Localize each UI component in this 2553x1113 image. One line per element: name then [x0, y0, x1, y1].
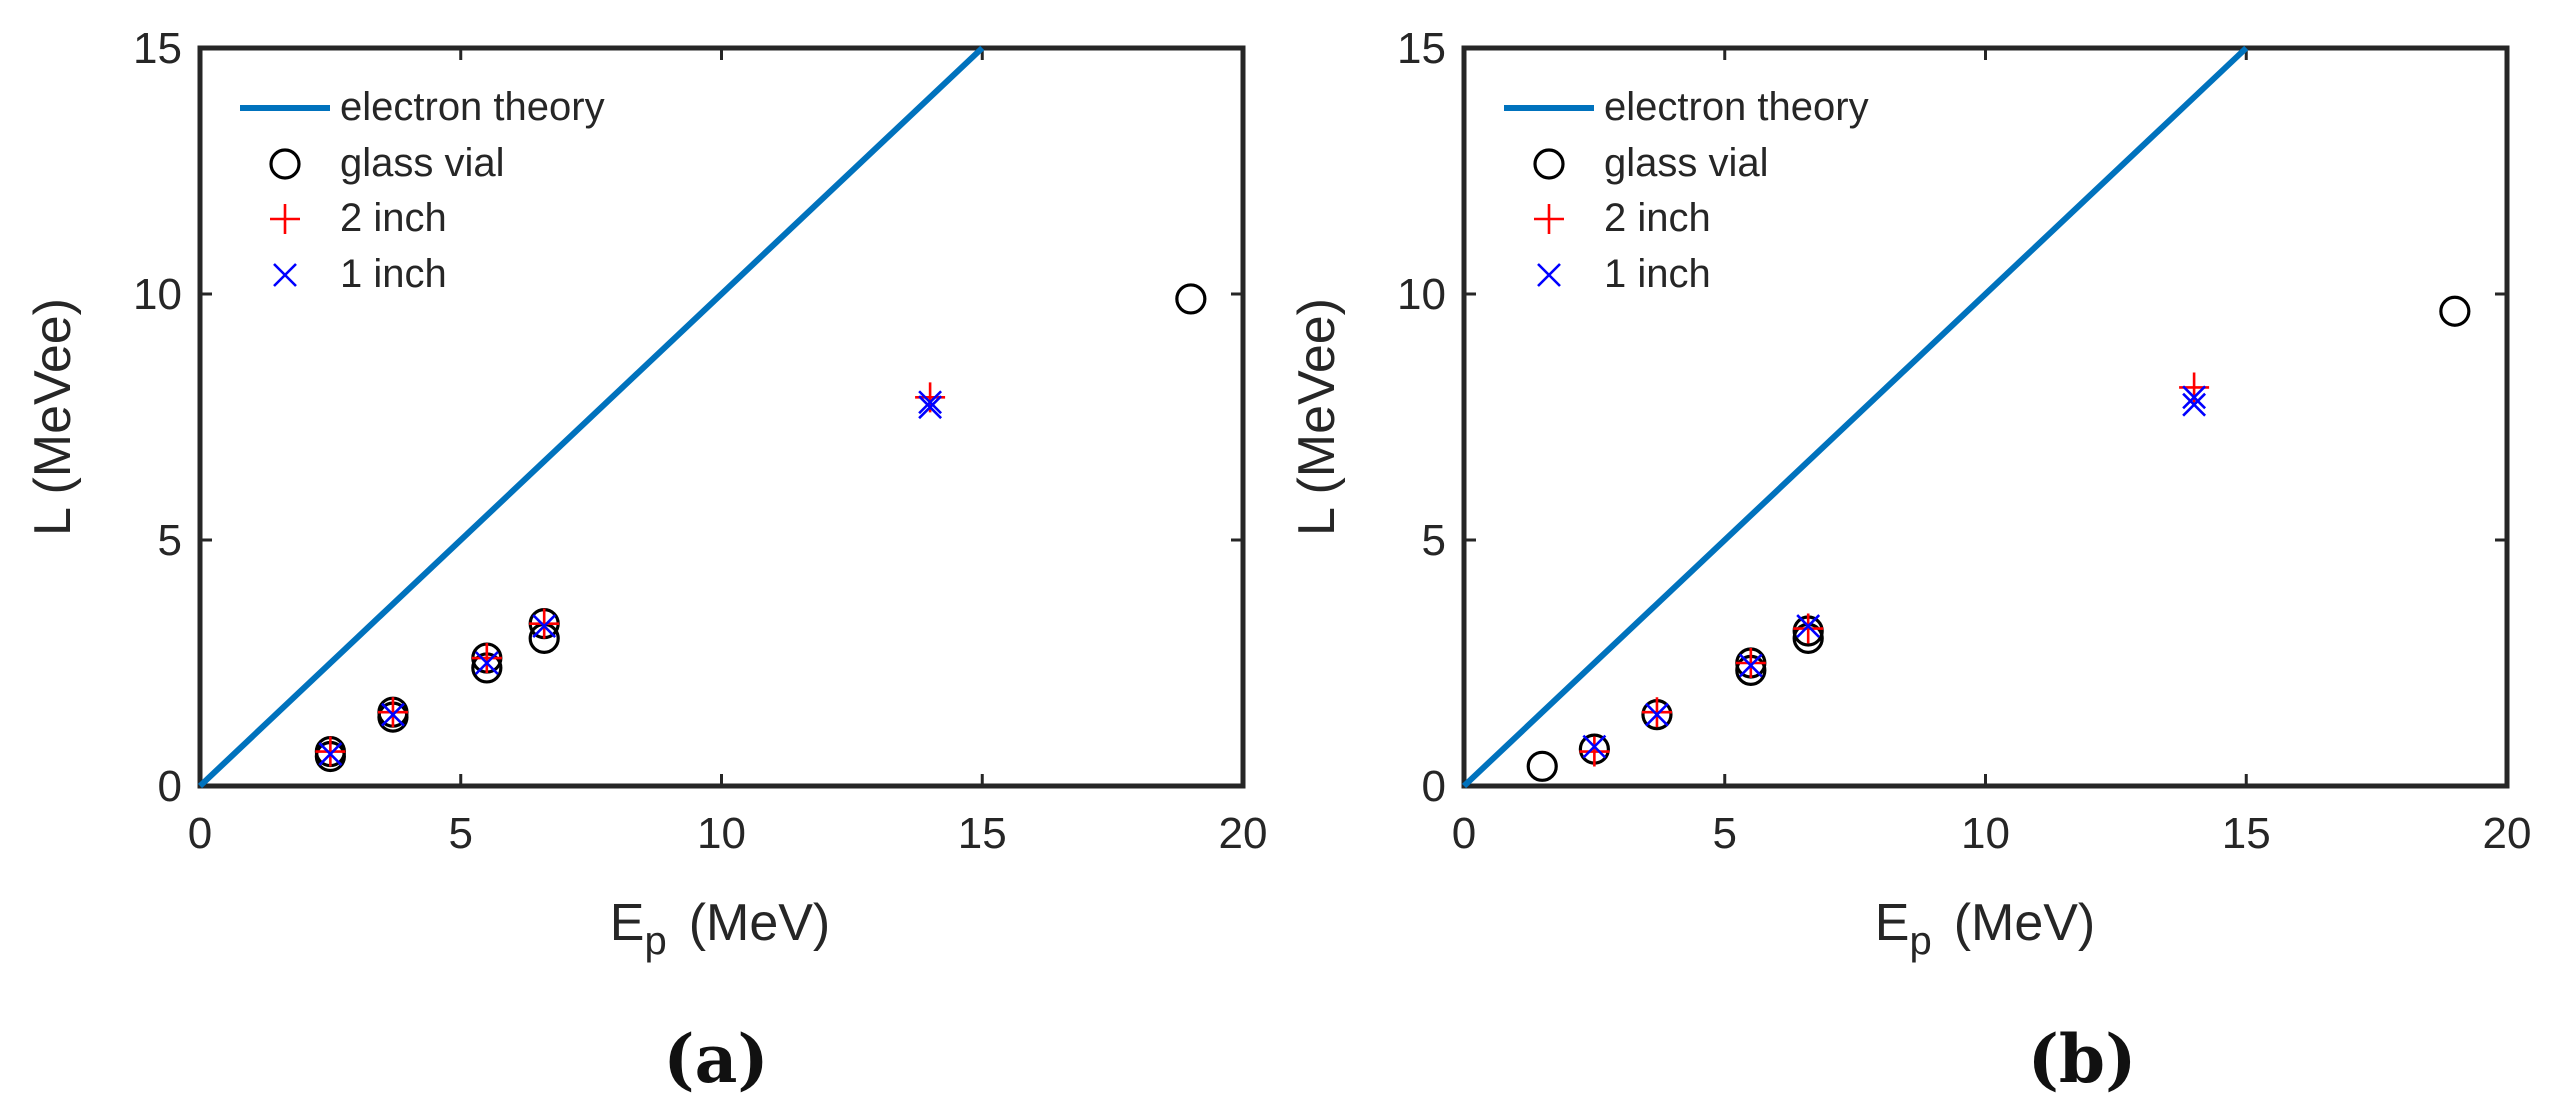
x-tick-label: 5 [1713, 809, 1737, 858]
one-inch-point [918, 395, 943, 420]
y-tick-label: 15 [1397, 24, 1446, 73]
legend-label-theory: electron theory [340, 85, 605, 129]
x-axis-label-unit: (MeV) [689, 894, 831, 952]
x-tick-label: 15 [2222, 809, 2271, 858]
legend-label-1-inch: 1 inch [1604, 252, 1711, 296]
y-tick-label: 5 [1422, 516, 1446, 565]
y-tick-label: 10 [133, 270, 182, 319]
x-axis-label-sub: p [1909, 919, 1931, 963]
one-inch-point [318, 742, 343, 766]
two-inch-point [377, 697, 408, 728]
legend-label-1-inch: 1 inch [340, 252, 447, 296]
y-tick-label: 10 [1397, 270, 1446, 319]
y-tick-label: 15 [133, 24, 182, 73]
x-tick-label: 0 [1452, 809, 1476, 858]
x-axis-label-main: E [610, 894, 645, 952]
one-inch-point [532, 614, 557, 639]
legend-symbol-x [1537, 263, 1561, 287]
plot-frame [197, 45, 1246, 789]
two-inch-point [529, 608, 560, 639]
x-axis-label-sub: p [644, 919, 666, 963]
data-marks [1461, 45, 2471, 789]
panel-caption-b: (b) [2028, 1020, 2137, 1098]
x-axis-label-main: E [1875, 894, 1910, 952]
two-inch-point [1579, 736, 1610, 767]
one-inch-point [1738, 653, 1763, 678]
glass-vial-point [1175, 283, 1207, 315]
panel-b: 0 5 10 15 20 0 5 10 15 L (MeVee) Ep (MeV)… [1288, 24, 2531, 1098]
legend-label-theory: electron theory [1604, 85, 1869, 129]
x-tick-label: 20 [1219, 809, 1268, 858]
y-tick-label: 0 [158, 762, 182, 811]
x-tick-label: 5 [449, 809, 473, 858]
two-inch-point [471, 643, 502, 674]
axis-ticks [1462, 46, 2509, 788]
one-inch-point [918, 390, 943, 415]
x-tick-label: 10 [697, 809, 746, 858]
legend-label-2-inch: 2 inch [340, 196, 447, 240]
glass-vial-point [1526, 750, 1558, 782]
legend-symbol-circle [1533, 148, 1565, 180]
one-inch-point [2182, 385, 2207, 410]
x-tick-label: 20 [2483, 809, 2532, 858]
one-inch-point [1582, 734, 1607, 759]
one-inch-point [1645, 702, 1669, 727]
two-inch-point [1735, 648, 1766, 678]
plot-frame [1461, 45, 2510, 789]
one-inch-point [2182, 392, 2207, 417]
legend-label-glass-vial: glass vial [340, 141, 505, 185]
two-inch-point [1793, 613, 1824, 644]
y-axis-label: L (MeVee) [1288, 298, 1346, 536]
legend-label-2-inch: 2 inch [1604, 196, 1711, 240]
y-axis-label: L (MeVee) [24, 298, 82, 536]
legend: electron theory glass vial 2 inch 1 inch [240, 85, 605, 296]
x-tick-label: 0 [188, 809, 212, 858]
legend: electron theory glass vial 2 inch 1 inch [1504, 85, 1869, 296]
x-tick-label: 15 [958, 809, 1007, 858]
glass-vial-point [2439, 295, 2471, 327]
one-inch-point [474, 651, 499, 675]
theory-line [1461, 45, 2249, 789]
x-axis-label: Ep (MeV) [1875, 894, 2096, 963]
axis-ticks [198, 46, 1245, 788]
y-tick-label: 5 [158, 516, 182, 565]
x-axis-label-unit: (MeV) [1954, 894, 2096, 952]
legend-symbol-plus [1534, 204, 1564, 234]
y-tick-label: 0 [1422, 762, 1446, 811]
legend-symbol-plus [270, 204, 300, 234]
panel-caption-a: (a) [663, 1020, 768, 1098]
legend-label-glass-vial: glass vial [1604, 141, 1769, 185]
legend-symbol-x [273, 263, 297, 287]
one-inch-point [1796, 614, 1821, 639]
two-inch-point [1641, 697, 1672, 728]
two-inch-point [315, 736, 346, 767]
x-tick-label: 10 [1961, 809, 2010, 858]
x-axis-label: Ep (MeV) [610, 894, 831, 963]
panel-a: 0 5 10 15 20 0 5 10 15 L (MeVee) Ep (MeV)… [24, 24, 1267, 1098]
theory-line [197, 45, 985, 789]
data-marks [197, 45, 1207, 789]
tick-labels: 0 5 10 15 20 0 5 10 15 [133, 24, 1267, 858]
tick-labels: 0 5 10 15 20 0 5 10 15 [1397, 24, 2531, 858]
legend-symbol-circle [269, 148, 301, 180]
one-inch-point [381, 702, 405, 727]
